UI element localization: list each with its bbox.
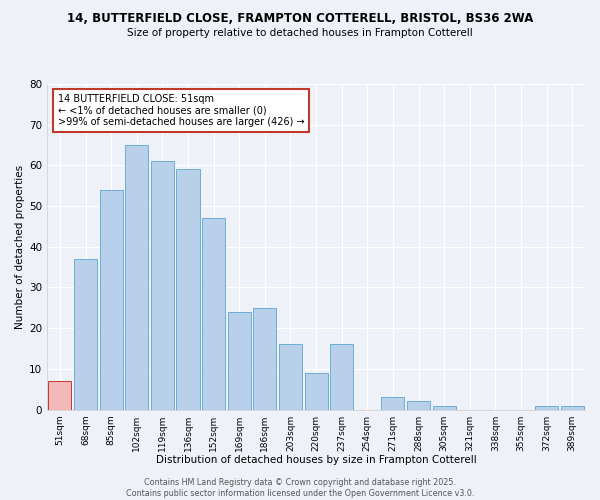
- Bar: [305, 373, 328, 410]
- Bar: [125, 145, 148, 409]
- Text: Contains HM Land Registry data © Crown copyright and database right 2025.
Contai: Contains HM Land Registry data © Crown c…: [126, 478, 474, 498]
- Bar: [382, 398, 404, 409]
- Bar: [535, 406, 558, 409]
- Bar: [100, 190, 123, 410]
- X-axis label: Distribution of detached houses by size in Frampton Cotterell: Distribution of detached houses by size …: [156, 455, 476, 465]
- Bar: [433, 406, 455, 409]
- Bar: [407, 402, 430, 409]
- Bar: [74, 259, 97, 410]
- Text: 14 BUTTERFIELD CLOSE: 51sqm
← <1% of detached houses are smaller (0)
>99% of sem: 14 BUTTERFIELD CLOSE: 51sqm ← <1% of det…: [58, 94, 305, 127]
- Bar: [253, 308, 277, 410]
- Bar: [228, 312, 251, 410]
- Bar: [560, 406, 584, 409]
- Bar: [49, 381, 71, 410]
- Bar: [202, 218, 225, 410]
- Bar: [151, 162, 174, 410]
- Bar: [279, 344, 302, 410]
- Bar: [176, 170, 200, 410]
- Bar: [330, 344, 353, 410]
- Y-axis label: Number of detached properties: Number of detached properties: [15, 164, 25, 329]
- Text: 14, BUTTERFIELD CLOSE, FRAMPTON COTTERELL, BRISTOL, BS36 2WA: 14, BUTTERFIELD CLOSE, FRAMPTON COTTEREL…: [67, 12, 533, 26]
- Text: Size of property relative to detached houses in Frampton Cotterell: Size of property relative to detached ho…: [127, 28, 473, 38]
